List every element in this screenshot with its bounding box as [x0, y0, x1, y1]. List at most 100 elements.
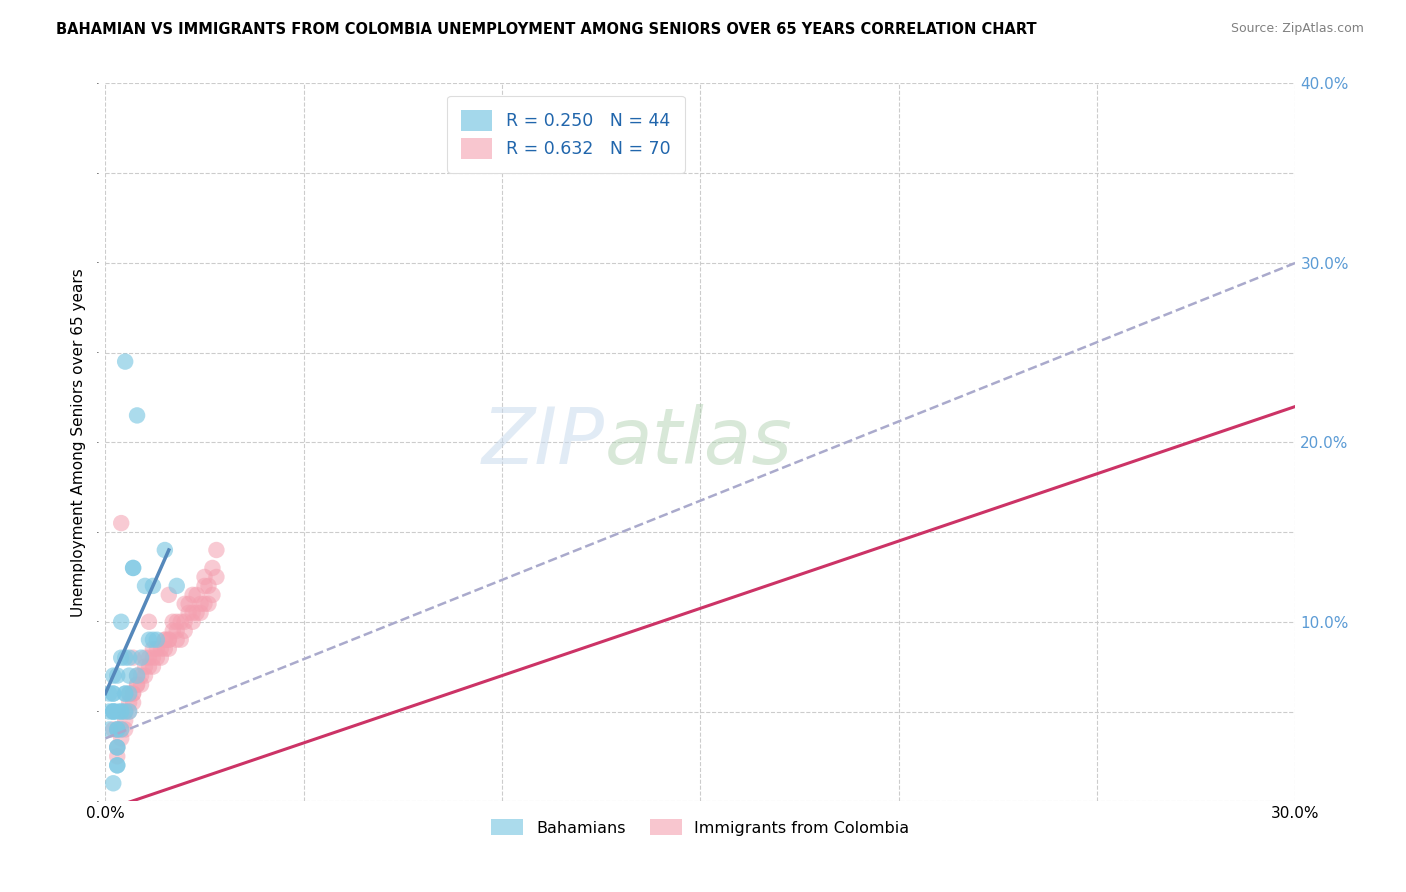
- Point: [103, 687, 125, 701]
- Point: [142, 650, 165, 665]
- Point: [190, 597, 212, 611]
- Point: [110, 705, 132, 719]
- Point: [134, 659, 156, 673]
- Point: [146, 650, 169, 665]
- Point: [114, 705, 136, 719]
- Point: [122, 687, 145, 701]
- Point: [197, 597, 219, 611]
- Point: [105, 758, 128, 772]
- Point: [173, 624, 195, 638]
- Text: BAHAMIAN VS IMMIGRANTS FROM COLOMBIA UNEMPLOYMENT AMONG SENIORS OVER 65 YEARS CO: BAHAMIAN VS IMMIGRANTS FROM COLOMBIA UNE…: [56, 22, 1036, 37]
- Point: [146, 641, 169, 656]
- Point: [193, 597, 215, 611]
- Point: [103, 687, 125, 701]
- Point: [149, 641, 172, 656]
- Point: [134, 579, 156, 593]
- Point: [105, 740, 128, 755]
- Point: [122, 561, 145, 575]
- Point: [162, 615, 184, 629]
- Point: [146, 632, 169, 647]
- Text: atlas: atlas: [605, 404, 793, 480]
- Point: [153, 632, 176, 647]
- Point: [118, 687, 141, 701]
- Legend: Bahamians, Immigrants from Colombia: Bahamians, Immigrants from Colombia: [484, 811, 917, 844]
- Text: ZIP: ZIP: [482, 404, 605, 480]
- Point: [138, 632, 160, 647]
- Point: [105, 723, 128, 737]
- Point: [125, 677, 148, 691]
- Point: [105, 723, 128, 737]
- Point: [153, 641, 176, 656]
- Point: [190, 606, 212, 620]
- Point: [138, 659, 160, 673]
- Point: [142, 579, 165, 593]
- Point: [118, 705, 141, 719]
- Point: [129, 668, 152, 682]
- Point: [110, 615, 132, 629]
- Point: [122, 696, 145, 710]
- Point: [110, 650, 132, 665]
- Point: [114, 714, 136, 728]
- Point: [103, 723, 125, 737]
- Point: [105, 740, 128, 755]
- Point: [153, 543, 176, 558]
- Point: [105, 758, 128, 772]
- Point: [110, 723, 132, 737]
- Point: [125, 409, 148, 423]
- Point: [138, 650, 160, 665]
- Point: [118, 687, 141, 701]
- Point: [166, 579, 188, 593]
- Point: [122, 561, 145, 575]
- Point: [105, 723, 128, 737]
- Point: [98, 687, 121, 701]
- Point: [114, 650, 136, 665]
- Point: [170, 632, 193, 647]
- Point: [181, 588, 204, 602]
- Point: [134, 650, 156, 665]
- Point: [125, 668, 148, 682]
- Point: [103, 705, 125, 719]
- Point: [201, 588, 224, 602]
- Point: [149, 650, 172, 665]
- Point: [181, 615, 204, 629]
- Point: [186, 606, 208, 620]
- Point: [129, 677, 152, 691]
- Point: [110, 723, 132, 737]
- Point: [114, 354, 136, 368]
- Point: [134, 668, 156, 682]
- Point: [157, 632, 180, 647]
- Point: [166, 624, 188, 638]
- Point: [103, 668, 125, 682]
- Point: [105, 749, 128, 764]
- Point: [181, 606, 204, 620]
- Point: [193, 570, 215, 584]
- Point: [177, 597, 200, 611]
- Point: [186, 588, 208, 602]
- Point: [173, 597, 195, 611]
- Point: [110, 731, 132, 746]
- Point: [142, 659, 165, 673]
- Point: [103, 705, 125, 719]
- Point: [205, 570, 228, 584]
- Point: [110, 516, 132, 530]
- Point: [138, 615, 160, 629]
- Point: [142, 641, 165, 656]
- Point: [173, 615, 195, 629]
- Point: [162, 624, 184, 638]
- Point: [166, 615, 188, 629]
- Point: [103, 705, 125, 719]
- Point: [125, 677, 148, 691]
- Point: [118, 668, 141, 682]
- Point: [114, 705, 136, 719]
- Point: [142, 632, 165, 647]
- Point: [201, 561, 224, 575]
- Point: [157, 641, 180, 656]
- Text: Source: ZipAtlas.com: Source: ZipAtlas.com: [1230, 22, 1364, 36]
- Point: [205, 543, 228, 558]
- Point: [118, 696, 141, 710]
- Point: [170, 615, 193, 629]
- Point: [122, 687, 145, 701]
- Point: [193, 579, 215, 593]
- Point: [129, 650, 152, 665]
- Point: [114, 687, 136, 701]
